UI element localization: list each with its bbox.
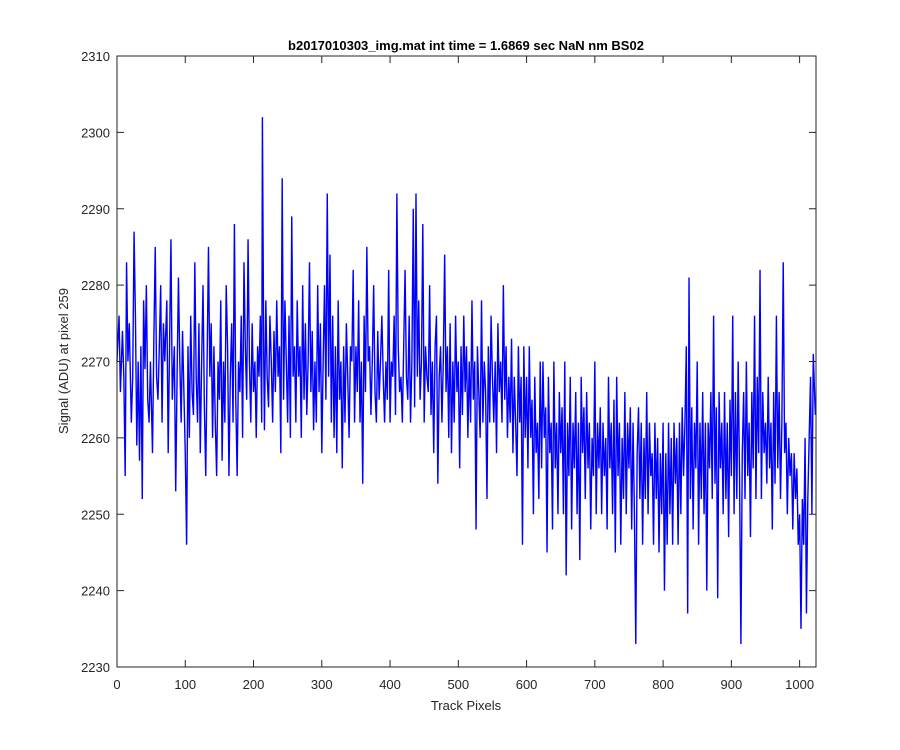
y-tick-label: 2300 (81, 125, 110, 140)
y-axis-ticks: 2230 2240 2250 2260 2270 2280 2290 2300 2310 (81, 49, 816, 675)
y-tick-label: 2280 (81, 278, 110, 293)
chart-title: b2017010303_img.mat int time = 1.6869 se… (288, 38, 644, 53)
x-tick-label: 300 (311, 677, 333, 692)
series-layer (116, 117, 817, 645)
y-axis-label: Signal (ADU) at pixel 259 (56, 288, 71, 434)
series-line-1 (116, 117, 817, 645)
x-tick-label: 0 (113, 677, 120, 692)
x-tick-label: 700 (584, 677, 606, 692)
x-tick-label: 600 (516, 677, 538, 692)
y-tick-label: 2290 (81, 202, 110, 217)
y-tick-label: 2260 (81, 431, 110, 446)
y-tick-label: 2250 (81, 507, 110, 522)
x-axis-label: Track Pixels (431, 698, 502, 713)
x-axis-ticks: 0 100 200 300 400 500 600 700 800 900 1000 (113, 56, 814, 692)
plot-area-border (116, 55, 817, 668)
x-tick-label: 400 (379, 677, 401, 692)
x-tick-label: 100 (174, 677, 196, 692)
y-tick-label: 2230 (81, 660, 110, 675)
x-tick-label: 200 (243, 677, 265, 692)
x-tick-label: 900 (721, 677, 743, 692)
y-tick-label: 2240 (81, 584, 110, 599)
x-tick-label: 1000 (785, 677, 814, 692)
y-tick-label: 2270 (81, 355, 110, 370)
x-tick-label: 500 (447, 677, 469, 692)
x-tick-label: 800 (652, 677, 674, 692)
y-tick-label: 2310 (81, 49, 110, 64)
